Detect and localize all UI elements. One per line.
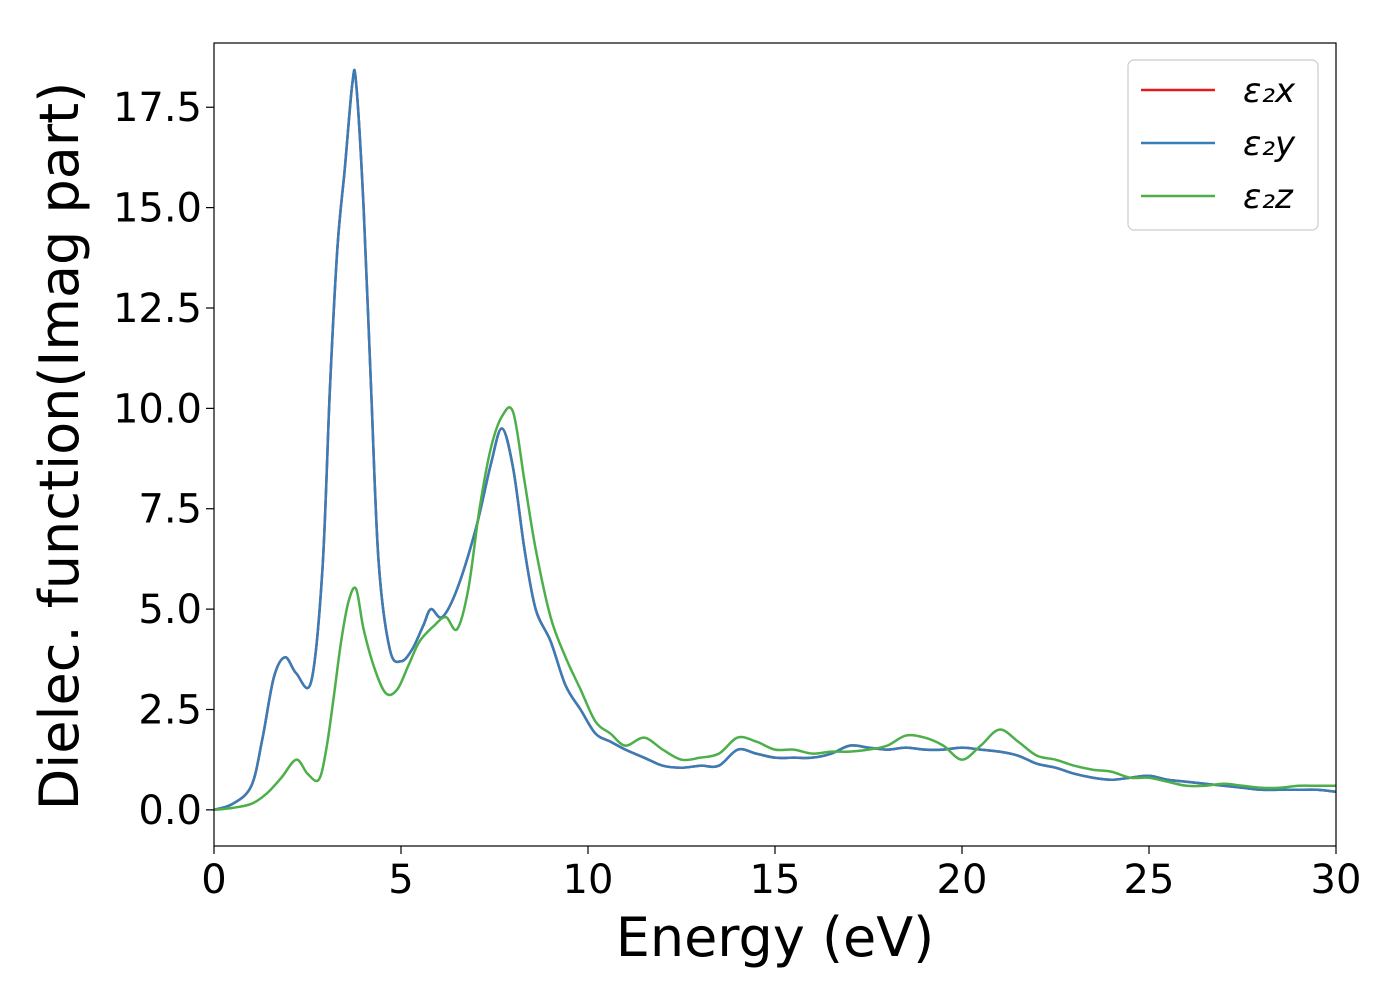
series-e2y-line — [213, 68, 1337, 812]
x-tick-label: 5 — [388, 857, 413, 903]
legend-label-e2z: ε₂z — [1243, 177, 1294, 217]
y-tick-label: 15.0 — [113, 186, 202, 232]
legend-box — [1127, 59, 1319, 231]
series-layer — [213, 68, 1337, 812]
series-e2z-line — [213, 406, 1336, 812]
y-tick-label: 10.0 — [113, 386, 202, 432]
x-tick-label: 10 — [563, 857, 614, 903]
y-tick-label: 12.5 — [113, 286, 202, 332]
y-tick-label: 17.5 — [113, 85, 202, 131]
y-tick-label: 5.0 — [138, 587, 202, 633]
legend: ε₂x ε₂y ε₂z — [1127, 59, 1319, 231]
x-tick-label: 0 — [201, 857, 226, 903]
y-tick-label: 0.0 — [138, 788, 202, 834]
y-axis-label: Dielec. function(Imag part) — [28, 82, 91, 811]
x-tick-label: 30 — [1311, 857, 1362, 903]
x-tick-label: 25 — [1124, 857, 1175, 903]
x-axis-label: Energy (eV) — [616, 906, 935, 969]
x-tick-label: 15 — [750, 857, 801, 903]
x-tick-label: 20 — [937, 857, 988, 903]
legend-label-e2y: ε₂y — [1243, 124, 1296, 164]
y-axis: 0.0 2.5 5.0 7.5 10.0 12.5 15.0 17.5 — [113, 85, 214, 834]
x-axis: 0 5 10 15 20 25 30 — [201, 846, 1361, 903]
y-tick-label: 7.5 — [138, 487, 202, 533]
legend-label-e2x: ε₂x — [1243, 71, 1296, 111]
y-tick-label: 2.5 — [138, 687, 202, 733]
